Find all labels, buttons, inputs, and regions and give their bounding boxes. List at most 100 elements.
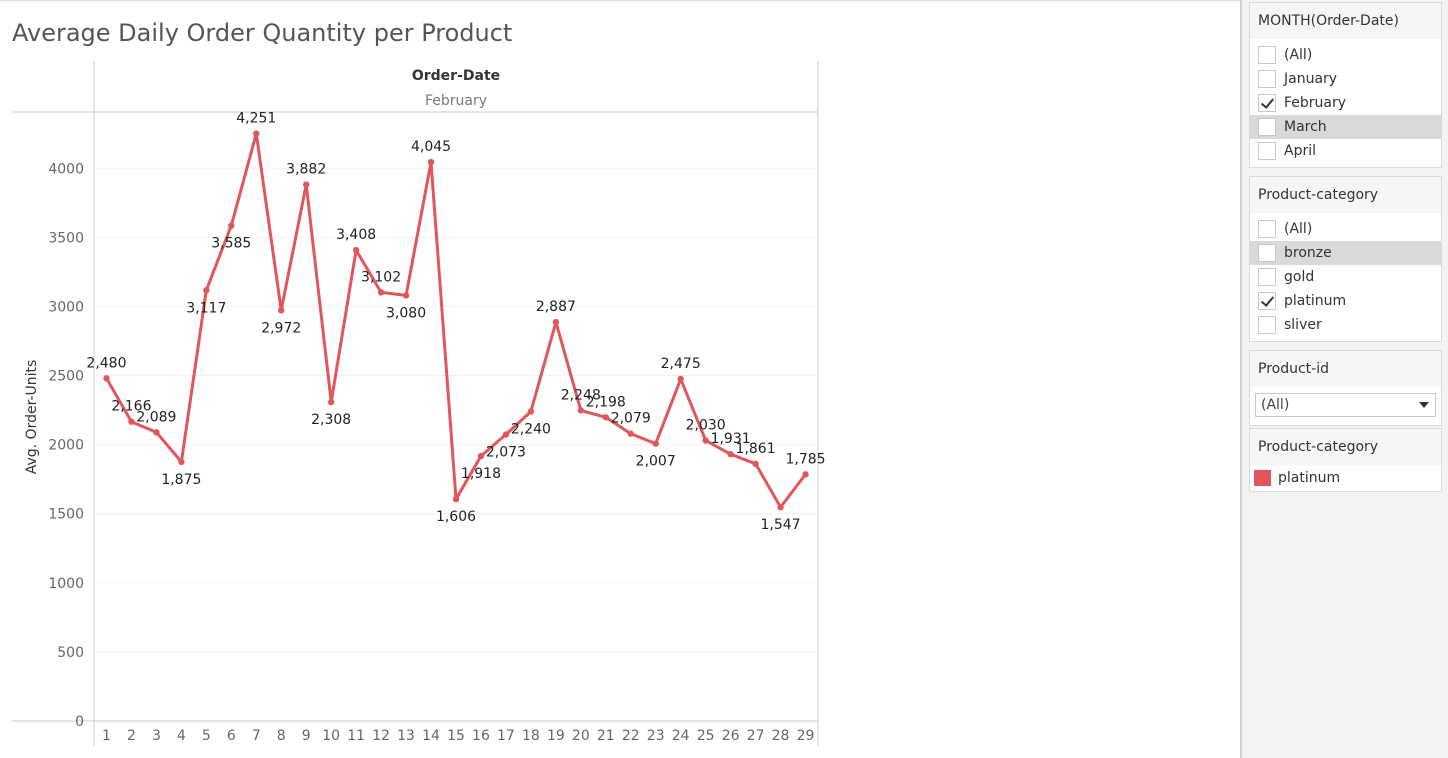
x-tick-label: 11: [347, 728, 365, 744]
data-point: [278, 307, 285, 314]
x-tick-label: 13: [397, 728, 415, 744]
checkbox-icon[interactable]: [1258, 220, 1276, 238]
series-line-platinum: [105, 132, 807, 509]
x-tick-label: 3: [152, 728, 161, 744]
data-label: 4,251: [236, 111, 276, 127]
x-tick-label: 25: [697, 728, 715, 744]
x-tick-label: 20: [572, 728, 590, 744]
x-tick-label: 18: [522, 728, 540, 744]
month-filter-card: MONTH(Order-Date) (All) January February…: [1249, 2, 1442, 168]
data-label: 3,408: [336, 227, 376, 243]
filter-item-label: bronze: [1284, 245, 1332, 261]
data-point: [802, 471, 809, 478]
month-filter-item-january[interactable]: January: [1250, 67, 1441, 91]
month-filter-item-all[interactable]: (All): [1250, 43, 1441, 67]
y-tick-label: 3500: [48, 230, 84, 246]
checkbox-checked-icon[interactable]: [1258, 292, 1276, 310]
filter-item-label: gold: [1284, 269, 1315, 285]
y-tick-label: 1000: [48, 576, 84, 592]
data-label: 4,045: [411, 139, 451, 155]
x-tick-label: 5: [202, 728, 211, 744]
data-label: 1,918: [461, 466, 501, 482]
x-tick-label: 1: [102, 728, 111, 744]
column-header: Order-Date: [412, 68, 500, 84]
data-point: [652, 440, 659, 447]
x-tick-label: 8: [277, 728, 286, 744]
filter-item-label: April: [1284, 143, 1316, 159]
x-tick-label: 26: [722, 728, 740, 744]
category-filter-title: Product-category: [1250, 177, 1441, 213]
x-tick-label: 7: [252, 728, 261, 744]
data-point: [602, 414, 609, 421]
data-label: 2,480: [86, 355, 126, 371]
y-tick-label: 2500: [48, 369, 84, 385]
y-tick-label: 1500: [48, 507, 84, 523]
legend-title: Product-category: [1250, 429, 1441, 465]
data-label: 2,166: [111, 399, 151, 415]
checkbox-icon[interactable]: [1258, 46, 1276, 64]
category-filter-item-sliver[interactable]: sliver: [1250, 313, 1441, 337]
data-label: 3,585: [211, 236, 251, 252]
category-filter-item-platinum[interactable]: platinum: [1250, 289, 1441, 313]
chevron-down-icon[interactable]: [1413, 394, 1435, 416]
data-label: 2,073: [486, 445, 526, 461]
month-filter-item-february[interactable]: February: [1250, 91, 1441, 115]
data-label: 3,117: [186, 300, 226, 316]
filter-item-label: sliver: [1284, 317, 1322, 333]
x-tick-label: 21: [597, 728, 615, 744]
x-tick-label: 19: [547, 728, 565, 744]
data-point: [228, 222, 235, 229]
month-filter-item-april[interactable]: April: [1250, 139, 1441, 163]
checkbox-icon[interactable]: [1258, 268, 1276, 286]
data-label: 3,080: [386, 305, 426, 321]
category-filter-item-gold[interactable]: gold: [1250, 265, 1441, 289]
data-label: 2,308: [311, 412, 351, 428]
data-point: [577, 407, 585, 414]
filter-item-label: (All): [1284, 47, 1313, 63]
data-label: 2,089: [136, 409, 176, 425]
checkbox-icon[interactable]: [1258, 70, 1276, 88]
product-id-filter-card: Product-id (All): [1249, 350, 1442, 426]
month-filter-item-march[interactable]: March: [1250, 115, 1441, 139]
data-label: 3,882: [286, 162, 326, 178]
data-point: [103, 375, 110, 382]
data-point: [777, 504, 784, 511]
x-tick-label: 14: [422, 728, 440, 744]
category-filter-card: Product-category (All) bronze gold plati…: [1249, 176, 1442, 342]
data-point: [352, 246, 360, 254]
y-tick-label: 3000: [48, 299, 84, 315]
y-tick-label: 0: [75, 714, 84, 730]
data-point: [402, 292, 410, 299]
x-tick-label: 28: [772, 728, 790, 744]
checkbox-icon[interactable]: [1258, 118, 1276, 136]
x-tick-label: 6: [227, 728, 236, 744]
category-filter-item-bronze[interactable]: bronze: [1250, 241, 1441, 265]
filter-item-label: January: [1284, 71, 1338, 87]
data-label: 2,887: [536, 299, 576, 315]
x-tick-label: 22: [622, 728, 640, 744]
legend-item-platinum[interactable]: platinum: [1250, 465, 1441, 491]
x-tick-label: 23: [647, 728, 665, 744]
data-point: [727, 450, 734, 458]
data-label: 2,240: [511, 421, 551, 437]
data-label: 2,030: [686, 417, 726, 433]
category-filter-item-all[interactable]: (All): [1250, 217, 1441, 241]
product-id-filter-title: Product-id: [1250, 351, 1441, 387]
product-id-dropdown[interactable]: (All): [1255, 393, 1436, 417]
x-tick-label: 29: [797, 728, 815, 744]
checkbox-icon[interactable]: [1258, 244, 1276, 262]
filter-item-label: (All): [1284, 221, 1313, 237]
checkbox-icon[interactable]: [1258, 142, 1276, 160]
x-tick-label: 27: [747, 728, 765, 744]
x-tick-label: 15: [447, 728, 465, 744]
data-label: 1,875: [161, 472, 201, 488]
checkbox-icon[interactable]: [1258, 316, 1276, 334]
x-tick-label: 17: [497, 728, 515, 744]
filter-item-label: platinum: [1284, 293, 1347, 309]
checkbox-checked-icon[interactable]: [1258, 94, 1276, 112]
y-tick-label: 2000: [48, 438, 84, 454]
data-label: 1,931: [711, 431, 751, 447]
x-tick-label: 12: [372, 728, 390, 744]
data-point: [752, 460, 759, 468]
data-label: 3,102: [361, 269, 401, 285]
